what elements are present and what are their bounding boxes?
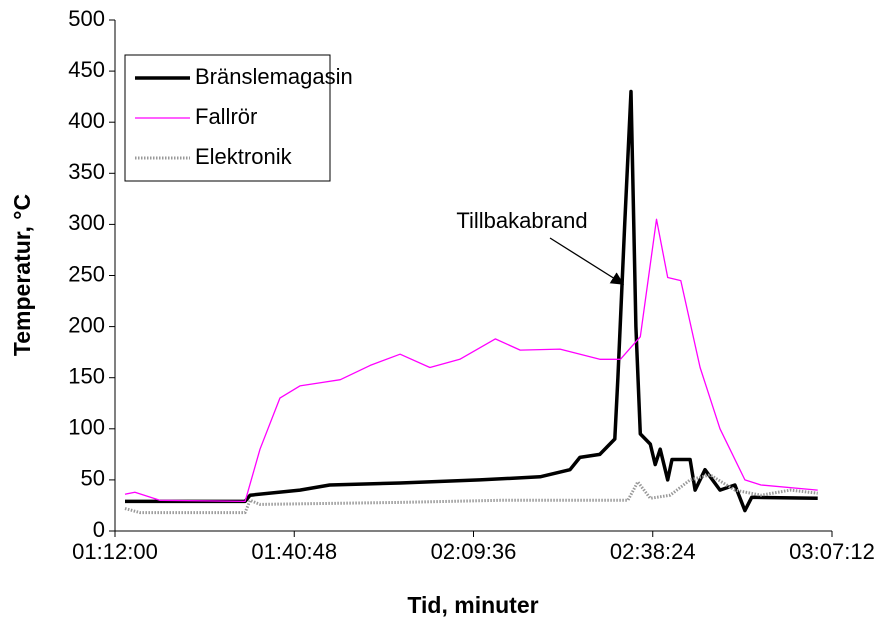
- y-tick-label: 50: [81, 466, 105, 491]
- x-tick-label: 01:40:48: [251, 539, 337, 564]
- x-axis-title: Tid, minuter: [407, 592, 538, 618]
- annotation: Tillbakabrand: [456, 208, 587, 233]
- series-line: [124, 473, 818, 515]
- legend-label: Fallrör: [195, 104, 257, 129]
- y-axis-title: Temperatur, °C: [9, 194, 35, 356]
- series-line: [125, 89, 818, 513]
- y-tick-label: 300: [68, 210, 105, 235]
- y-tick-label: 200: [68, 312, 105, 337]
- y-tick-label: 500: [68, 6, 105, 31]
- annotation-arrow: [549, 237, 625, 285]
- legend-label: Elektronik: [195, 144, 293, 169]
- x-tick-label: 02:09:36: [431, 539, 517, 564]
- y-tick-label: 250: [68, 261, 105, 286]
- x-tick-label: 02:38:24: [610, 539, 696, 564]
- y-tick-label: 150: [68, 364, 105, 389]
- legend-label: Bränslemagasin: [195, 64, 353, 89]
- y-tick-label: 350: [68, 159, 105, 184]
- y-tick-label: 450: [68, 57, 105, 82]
- x-tick-label: 01:12:00: [72, 539, 158, 564]
- y-tick-label: 400: [68, 108, 105, 133]
- series-line: [124, 218, 818, 503]
- y-tick-label: 0: [93, 517, 105, 542]
- x-tick-label: 03:07:12: [789, 539, 875, 564]
- y-tick-label: 100: [68, 415, 105, 440]
